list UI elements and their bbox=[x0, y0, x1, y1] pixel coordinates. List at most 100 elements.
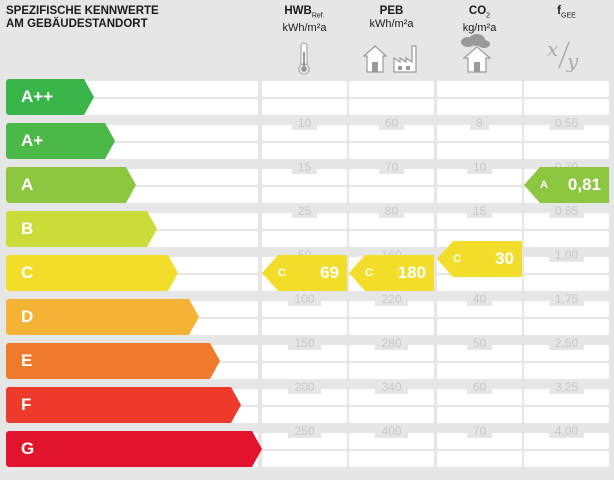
row-stripe bbox=[349, 389, 434, 405]
row-stripe bbox=[437, 213, 522, 229]
marker-value: 69 bbox=[320, 263, 339, 282]
row-stripe bbox=[262, 319, 347, 335]
threshold-co2: 8 bbox=[437, 115, 522, 131]
threshold-co2: 70 bbox=[437, 423, 522, 439]
peb-unit: kWh/m²a bbox=[369, 18, 414, 30]
class-label: G bbox=[21, 439, 35, 458]
class-arrow-b: B bbox=[6, 211, 157, 247]
threshold-hwb: 15 bbox=[262, 159, 347, 175]
row-stripe bbox=[349, 125, 434, 141]
row-stripe bbox=[524, 451, 609, 467]
row-stripe bbox=[349, 451, 434, 467]
class-label: A+ bbox=[21, 131, 44, 150]
thermometer-icon bbox=[298, 42, 310, 75]
row-stripe bbox=[437, 345, 522, 361]
row-stripe bbox=[524, 301, 609, 317]
row-stripe bbox=[349, 99, 434, 115]
row-stripe bbox=[349, 363, 434, 379]
class-arrow-f: F bbox=[6, 387, 241, 423]
row-stripe bbox=[349, 187, 434, 203]
marker-hwb: C 69 bbox=[262, 255, 347, 291]
hwb-unit: kWh/m²a bbox=[282, 22, 327, 35]
marker-class: C bbox=[453, 253, 461, 265]
row-stripe bbox=[349, 81, 434, 97]
fgee-label: f bbox=[557, 5, 562, 17]
threshold-fgee: 4,00 bbox=[524, 423, 609, 439]
threshold-fgee: 0,85 bbox=[524, 203, 609, 219]
row-stripe bbox=[349, 345, 434, 361]
row-stripe bbox=[262, 433, 347, 449]
row-stripe bbox=[524, 363, 609, 379]
threshold-peb: 280 bbox=[349, 335, 434, 351]
row-stripe bbox=[349, 319, 434, 335]
class-arrow-aplus: A+ bbox=[6, 123, 115, 159]
marker-class: C bbox=[365, 267, 373, 279]
class-arrow-d: D bbox=[6, 299, 199, 335]
row-stripe bbox=[262, 345, 347, 361]
column-header-co2: CO2 kg/m²a bbox=[437, 5, 522, 35]
class-label: F bbox=[21, 395, 32, 414]
row-stripe bbox=[524, 125, 609, 141]
row-stripe bbox=[524, 275, 609, 291]
row-stripe bbox=[262, 451, 347, 467]
house-cloud-icon bbox=[461, 34, 492, 73]
row-stripe bbox=[437, 275, 522, 291]
row-stripe bbox=[437, 187, 522, 203]
column-header-hwb: HWBRef. kWh/m²a bbox=[262, 5, 347, 35]
class-label: A bbox=[21, 175, 34, 194]
row-stripe bbox=[524, 407, 609, 423]
threshold-fgee: 2,50 bbox=[524, 335, 609, 351]
house-factory-icon bbox=[362, 45, 417, 73]
row-stripe bbox=[437, 407, 522, 423]
class-label: B bbox=[21, 219, 34, 238]
threshold-hwb: 10 bbox=[262, 115, 347, 131]
row-stripe bbox=[437, 125, 522, 141]
row-stripe bbox=[524, 257, 609, 273]
threshold-co2: 50 bbox=[437, 335, 522, 351]
row-stripe bbox=[262, 301, 347, 317]
row-stripe bbox=[437, 143, 522, 159]
svg-text:x: x bbox=[547, 38, 558, 61]
class-arrow-c: C bbox=[6, 255, 178, 291]
title-line-2: AM GEBÄUDESTANDORT bbox=[6, 18, 148, 30]
class-label: D bbox=[21, 307, 34, 326]
row-stripe bbox=[262, 187, 347, 203]
threshold-co2: 15 bbox=[437, 203, 522, 219]
row-stripe bbox=[524, 345, 609, 361]
row-stripe bbox=[524, 433, 609, 449]
row-stripe bbox=[262, 231, 347, 247]
row-stripe bbox=[262, 143, 347, 159]
row-stripe bbox=[349, 213, 434, 229]
threshold-peb: 400 bbox=[349, 423, 434, 439]
marker-class: C bbox=[278, 267, 286, 279]
marker-co2: C 30 bbox=[437, 241, 522, 277]
row-stripe bbox=[349, 231, 434, 247]
marker-value: 180 bbox=[397, 263, 426, 282]
row-stripe bbox=[437, 319, 522, 335]
co2-unit: kg/m²a bbox=[462, 22, 497, 35]
row-stripe bbox=[524, 81, 609, 97]
threshold-peb: 70 bbox=[349, 159, 434, 175]
class-arrow-aplusplus: A++ bbox=[6, 79, 94, 115]
co2-label: CO bbox=[468, 5, 487, 17]
row-stripe bbox=[262, 407, 347, 423]
row-stripe bbox=[524, 319, 609, 335]
marker-class: A bbox=[540, 179, 548, 191]
threshold-co2: 10 bbox=[437, 159, 522, 175]
row-stripe bbox=[262, 81, 347, 97]
column-header-peb: PEB kWh/m²a bbox=[349, 5, 434, 31]
row-stripe bbox=[524, 213, 609, 229]
class-label: A++ bbox=[21, 87, 54, 106]
threshold-co2: 40 bbox=[437, 291, 522, 307]
threshold-peb: 340 bbox=[349, 379, 434, 395]
row-stripe bbox=[262, 99, 347, 115]
threshold-hwb: 100 bbox=[262, 291, 347, 307]
title-line-1: SPEZIFISCHE KENNWERTE bbox=[6, 5, 159, 17]
threshold-hwb: 250 bbox=[262, 423, 347, 439]
threshold-peb: 60 bbox=[349, 115, 434, 131]
class-label: E bbox=[21, 351, 33, 370]
row-stripe bbox=[524, 389, 609, 405]
peb-label: PEB bbox=[379, 5, 404, 17]
marker-peb: C 180 bbox=[349, 255, 434, 291]
marker-value: 0,81 bbox=[567, 175, 601, 194]
